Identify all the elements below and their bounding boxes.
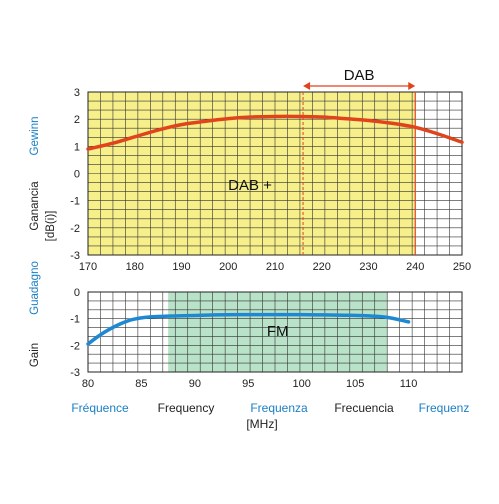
dab-arrow-left-head: [303, 82, 311, 90]
x-tick-label: 105: [346, 378, 364, 390]
fm-plot: FM 80 85 90 95 100 105 110 0 -1 -2 -3: [70, 287, 463, 390]
fm-band-label: FM: [267, 323, 289, 340]
ylabel-gain: Gain: [29, 343, 41, 367]
y-tick-label: 2: [74, 114, 80, 126]
xlabel-unit: [MHz]: [246, 417, 277, 431]
xlabel-frequence: Fréquence: [71, 401, 129, 415]
x-tick-label: 250: [453, 261, 471, 273]
xlabel-frequency: Frequency: [158, 401, 215, 415]
fm-band-region: [168, 292, 388, 372]
x-tick-label: 200: [219, 261, 237, 273]
x-tick-label: 80: [82, 378, 94, 390]
x-tick-label: 85: [135, 378, 147, 390]
fm-gain-curve: [86, 312, 411, 346]
y-tick-label: -1: [70, 314, 80, 326]
x-tick-label: 240: [406, 261, 424, 273]
x-tick-label: 210: [266, 261, 284, 273]
x-tick-label: 90: [189, 378, 201, 390]
dab-arrow-right-head: [408, 82, 416, 90]
x-tick-label: 190: [172, 261, 190, 273]
ylabel-guadagno: Guadagno: [29, 261, 41, 315]
y-tick-label: -2: [70, 223, 80, 235]
y-tick-label: 3: [74, 87, 80, 99]
dab-gain-curve: [86, 114, 464, 151]
x-tick-label: 220: [313, 261, 331, 273]
y-tick-label: 0: [74, 169, 80, 181]
x-tick-label: 95: [242, 378, 254, 390]
x-tick-label: 170: [79, 261, 97, 273]
xlabel-frequenza: Frequenza: [250, 401, 308, 415]
plot-border-0: [87, 91, 463, 256]
y-tick-label: 0: [74, 287, 80, 299]
x-tick-label: 230: [359, 261, 377, 273]
ylabel-gewinn: Gewinn: [29, 117, 41, 156]
dab-plus-band-label: DAB +: [228, 177, 272, 194]
x-tick-label: 110: [400, 378, 418, 390]
y-tick-label: -1: [70, 196, 80, 208]
xlabel-frequenz: Frequenz: [419, 401, 470, 415]
x-tick-label: 180: [126, 261, 144, 273]
ylabel-unit: [dB(i)]: [45, 211, 57, 242]
dab-subband-label: DAB: [344, 67, 375, 84]
y-tick-label: -3: [70, 250, 80, 262]
y-tick-label: -2: [70, 340, 80, 352]
plot-border-1: [87, 291, 463, 373]
xlabel-frecuencia: Frecuencia: [334, 401, 394, 415]
x-tick-label: 100: [293, 378, 311, 390]
y-tick-label: -3: [70, 367, 80, 379]
y-tick-label: 1: [74, 141, 80, 153]
ylabel-ganancia: Ganancia: [29, 181, 41, 231]
